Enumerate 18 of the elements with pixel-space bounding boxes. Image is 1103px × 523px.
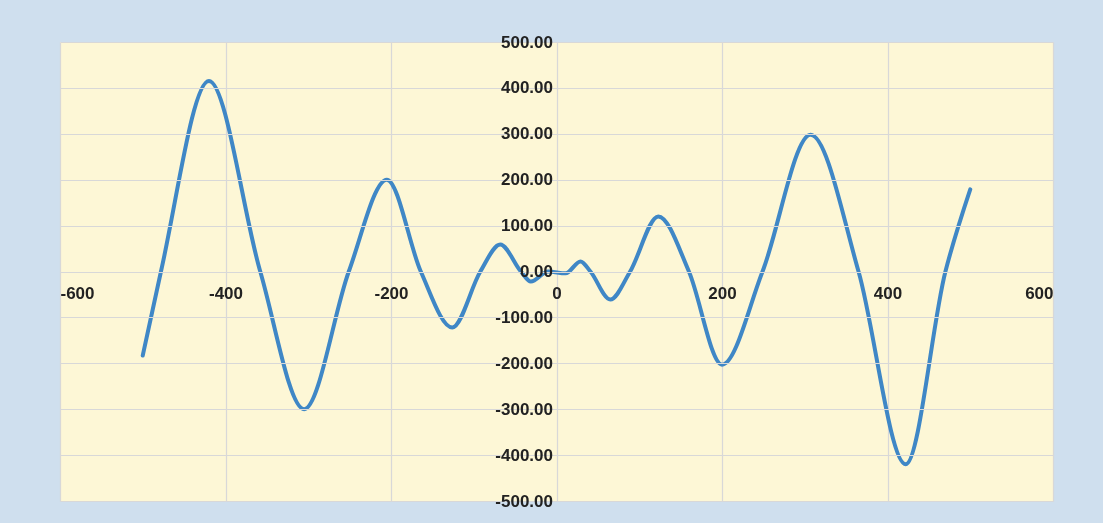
x-tick-label: -400	[208, 284, 244, 303]
y-tick-label: 500.00	[501, 32, 553, 52]
x-tick-label: 600	[1025, 284, 1054, 303]
y-tick-label: 400.00	[501, 78, 553, 98]
y-tick-label: -400.00	[495, 445, 553, 465]
line-series	[140, 79, 973, 467]
x-tick-label: 400	[873, 284, 903, 303]
y-tick-label: -300.00	[495, 399, 553, 419]
y-tick-label: 100.00	[501, 216, 553, 236]
x-tick-label: -200	[374, 284, 409, 303]
y-tick-label: -100.00	[495, 307, 553, 327]
x-tick-label: 0	[552, 284, 562, 303]
y-tick-label: 200.00	[501, 170, 553, 190]
x-tick-label: -600	[60, 284, 95, 303]
y-tick-label: -200.00	[495, 353, 553, 373]
x-tick-label: 200	[708, 284, 737, 303]
y-tick-label: 300.00	[501, 124, 553, 144]
y-tick-label: -500.00	[495, 491, 553, 511]
